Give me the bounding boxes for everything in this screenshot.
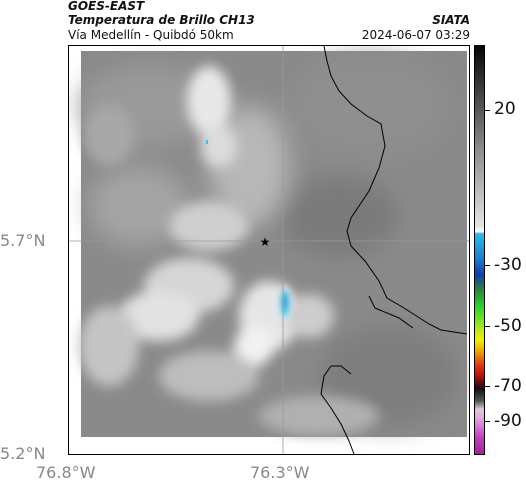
map-canvas: ★ xyxy=(69,46,469,454)
colorbar-tick xyxy=(485,110,490,111)
colorbar-label-minus-50: -50 xyxy=(494,316,522,336)
region-label: Vía Medellín - Quibdó 50km xyxy=(68,28,234,42)
colorbar-label-minus-70: -70 xyxy=(494,376,522,396)
colorbar-tick xyxy=(485,386,490,387)
header-line-2: Temperatura de Brillo CH13 SIATA xyxy=(68,14,470,27)
colorbar-tick xyxy=(485,421,490,422)
agency-label: SIATA xyxy=(432,13,470,27)
datetime-label: 2024-06-07 03:29 xyxy=(361,28,470,42)
colorbar-label-minus-30: -30 xyxy=(494,255,522,275)
satellite-map[interactable]: ★ xyxy=(68,45,470,455)
lat-tick-5-2: 5.2°N xyxy=(0,444,46,463)
header-line-3: Vía Medellín - Quibdó 50km 2024-06-07 03… xyxy=(68,29,470,42)
lat-tick-5-7: 5.7°N xyxy=(0,231,46,250)
header-line-1: GOES-EAST xyxy=(68,0,470,13)
colorbar-label-20: 20 xyxy=(494,99,516,119)
colorbar xyxy=(474,45,485,455)
colorbar-tick xyxy=(485,265,490,266)
colorbar-label-minus-90: -90 xyxy=(494,411,522,431)
colorbar-tick xyxy=(485,326,490,327)
product-title: Temperatura de Brillo CH13 xyxy=(68,13,255,27)
lon-tick-76-3: 76.3°W xyxy=(250,463,310,482)
colorbar-gradient xyxy=(475,46,484,454)
political-boundaries xyxy=(320,46,468,454)
star-icon: ★ xyxy=(260,235,271,249)
satellite-name: GOES-EAST xyxy=(68,0,145,13)
lon-tick-76-8: 76.8°W xyxy=(36,463,96,482)
graticule xyxy=(69,46,469,454)
temperature-field xyxy=(79,51,467,437)
